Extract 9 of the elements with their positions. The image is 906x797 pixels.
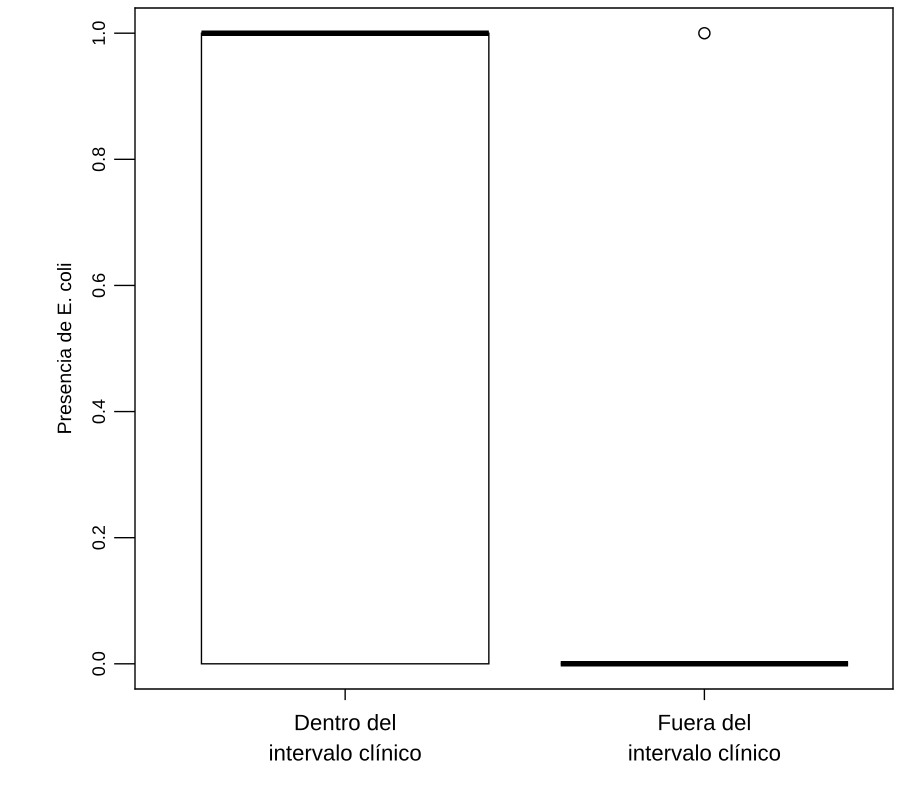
y-tick-label: 0.0: [92, 652, 106, 676]
y-tick-label: 0.8: [92, 148, 106, 172]
y-tick-label: 0.2: [92, 526, 106, 550]
y-tick-label: 1.0: [92, 21, 106, 44]
y-tick-label: 0.4: [92, 400, 106, 424]
x-tick-label: Fuera del intervalo clínico: [629, 714, 780, 761]
y-tick-label: 0.6: [92, 274, 106, 298]
y-axis-title: Presencia de E. coli: [56, 264, 72, 433]
x-tick-label: Dentro del intervalo clínico: [270, 714, 421, 761]
